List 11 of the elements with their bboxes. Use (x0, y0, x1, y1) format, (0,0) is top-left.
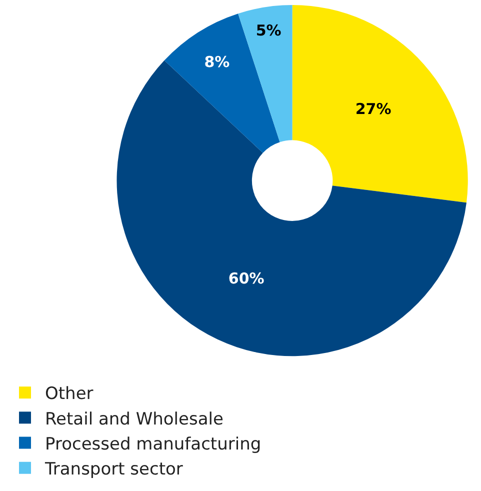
data-label: 5% (256, 22, 282, 40)
legend-label: Processed manufacturing (45, 434, 262, 454)
donut-slice (292, 5, 468, 203)
legend-label: Transport sector (44, 459, 183, 480)
donut-slice (164, 14, 280, 153)
donut-slice (238, 5, 292, 142)
data-label: 60% (228, 269, 264, 288)
legend-label: Retail and Wholesale (45, 409, 224, 430)
data-label: 27% (355, 100, 392, 118)
legend-label: Other (45, 384, 94, 404)
data-label: 8% (204, 52, 230, 71)
